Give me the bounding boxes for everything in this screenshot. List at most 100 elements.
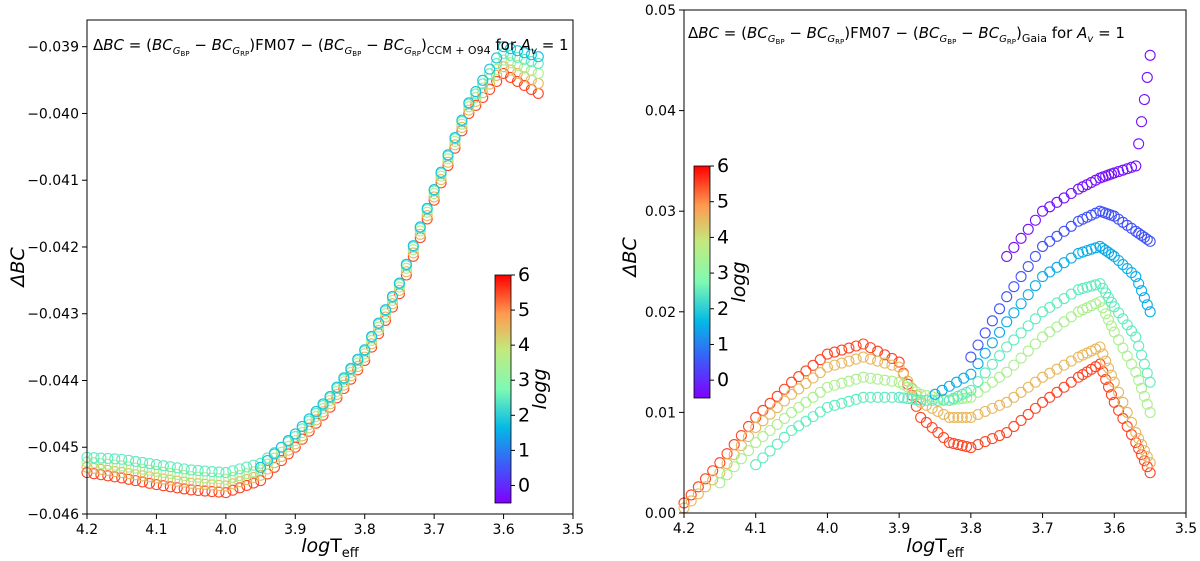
right-colorbar-tick-label: 0: [717, 369, 729, 391]
left-point-s1: [463, 104, 475, 116]
left-point-s4: [296, 420, 308, 432]
right-point-s0: [699, 473, 712, 485]
right-point-s5: [965, 351, 977, 363]
left-point-s0: [428, 194, 440, 206]
right-point-s1: [1141, 451, 1153, 463]
right-point-s4: [1141, 299, 1153, 311]
right-point-s5: [1022, 260, 1034, 273]
right-point-s3: [893, 391, 905, 403]
left-y-tick-label: −0.046: [27, 507, 79, 523]
right-point-s3: [864, 391, 877, 403]
left-point-s2: [109, 459, 121, 471]
left-colorbar-tick-label: 4: [518, 334, 530, 356]
left-point-s3: [123, 454, 135, 466]
left-x-tick-label: 3.5: [562, 522, 584, 538]
left-point-s0: [484, 83, 496, 95]
left-point-s4: [532, 51, 544, 63]
left-point-s0: [525, 83, 537, 95]
left-colorbar-label: logg: [529, 368, 551, 409]
left-point-s0: [213, 486, 225, 498]
left-point-s4: [407, 240, 419, 252]
right-point-s1: [857, 351, 869, 363]
right-colorbar-gradient: [693, 165, 711, 399]
right-point-s2: [850, 373, 862, 385]
left-point-s2: [220, 473, 232, 485]
left-point-s2: [449, 135, 461, 148]
right-point-s3: [1135, 349, 1148, 361]
left-point-s2: [261, 458, 274, 470]
left-point-s1: [345, 370, 357, 382]
left-colorbar-tick-label: 2: [518, 404, 530, 426]
left-x-tick-label: 3.7: [423, 522, 445, 538]
right-point-s0: [1044, 391, 1056, 403]
right-point-s5: [1044, 235, 1056, 247]
left-point-s4: [414, 221, 426, 233]
right-point-s1: [1125, 416, 1138, 429]
right-point-s0: [993, 429, 1006, 442]
right-point-s4: [972, 358, 984, 370]
right-point-s0: [843, 342, 855, 354]
left-point-s4: [484, 63, 496, 75]
right-point-s0: [850, 340, 862, 352]
right-point-s2: [1105, 320, 1117, 332]
left-point-s3: [241, 461, 253, 473]
right-point-s4: [1015, 298, 1027, 310]
right-point-s3: [902, 392, 914, 405]
right-point-s6: [1130, 160, 1142, 172]
right-point-s3: [1001, 341, 1013, 353]
left-scatter-marks: [81, 41, 544, 499]
right-point-s0: [1144, 467, 1156, 479]
left-point-s2: [199, 472, 211, 484]
right-chart-title: ΔBC = (BCGBP − BCGRP)FM07 − (BCGBP − BCG…: [688, 24, 1125, 46]
right-point-s3: [1108, 301, 1120, 313]
right-point-s3: [778, 431, 790, 443]
right-point-s0: [1015, 414, 1027, 426]
right-point-s0: [1058, 381, 1070, 393]
left-point-s2: [185, 471, 197, 483]
left-point-s1: [157, 473, 169, 485]
right-point-s1: [1138, 445, 1150, 457]
left-point-s1: [456, 121, 468, 134]
right-point-s3: [1141, 367, 1153, 379]
right-point-s4: [1008, 307, 1020, 319]
left-point-s2: [525, 65, 537, 77]
right-point-s2: [1094, 296, 1106, 308]
left-point-s3: [130, 455, 142, 467]
right-point-s2: [1029, 338, 1041, 350]
right-point-s0: [956, 440, 968, 452]
right-y-tick-label: 0.01: [645, 405, 676, 421]
left-point-s4: [373, 317, 385, 329]
left-y-tick-label: −0.039: [27, 40, 79, 56]
left-x-tick-label: 4.1: [145, 522, 167, 538]
right-point-s6: [1037, 205, 1049, 217]
right-point-s1: [764, 408, 776, 420]
right-colorbar-label: logg: [728, 261, 750, 302]
left-point-s1: [171, 475, 183, 487]
right-point-s1: [1117, 396, 1129, 408]
left-point-s0: [449, 142, 461, 154]
right-point-s1: [721, 458, 733, 470]
right-point-s1: [948, 411, 960, 423]
left-point-s3: [178, 463, 190, 475]
left-point-s2: [345, 366, 357, 379]
left-colorbar-tick-label: 6: [518, 264, 530, 286]
right-point-s4: [965, 368, 977, 380]
left-point-s4: [324, 390, 336, 403]
right-point-s2: [814, 386, 826, 398]
left-point-s3: [234, 463, 246, 475]
left-colorbar-tick-label: 3: [518, 369, 530, 391]
left-point-s3: [248, 459, 260, 471]
right-point-s1: [956, 411, 968, 423]
right-point-s3: [1022, 320, 1034, 332]
left-point-s1: [255, 469, 267, 481]
right-point-s0: [1051, 386, 1063, 398]
left-point-s4: [282, 435, 294, 447]
left-point-s3: [150, 459, 162, 471]
left-point-s4: [261, 455, 274, 467]
left-point-s3: [95, 452, 107, 464]
left-point-s3: [261, 452, 274, 464]
left-point-s0: [456, 125, 468, 137]
left-point-s2: [289, 435, 301, 447]
left-point-s1: [366, 338, 378, 350]
right-point-s6: [1058, 192, 1070, 204]
